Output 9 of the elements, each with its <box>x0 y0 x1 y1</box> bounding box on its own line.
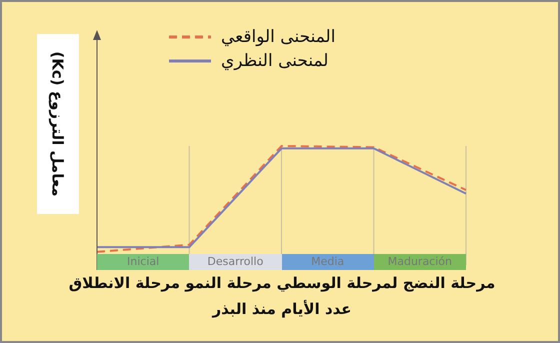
text: مرحلة النضج لمرحلة الوسطي مرحلة النمو مرحلة الانطلاق <box>68 274 496 292</box>
legend-label: لمنحنى النظري <box>221 51 328 71</box>
annotation: Maduración <box>374 254 466 270</box>
y-axis-title: معامل الترزوع (Kc) <box>49 51 68 197</box>
legend-label: المنحنى الواقعي <box>221 27 336 47</box>
x-axis-title: عدد الأيام منذ البذر <box>210 300 353 318</box>
annotation: Desarrollo <box>189 254 282 270</box>
annotation: Inicial <box>97 254 190 270</box>
annotation: Media <box>282 254 374 270</box>
